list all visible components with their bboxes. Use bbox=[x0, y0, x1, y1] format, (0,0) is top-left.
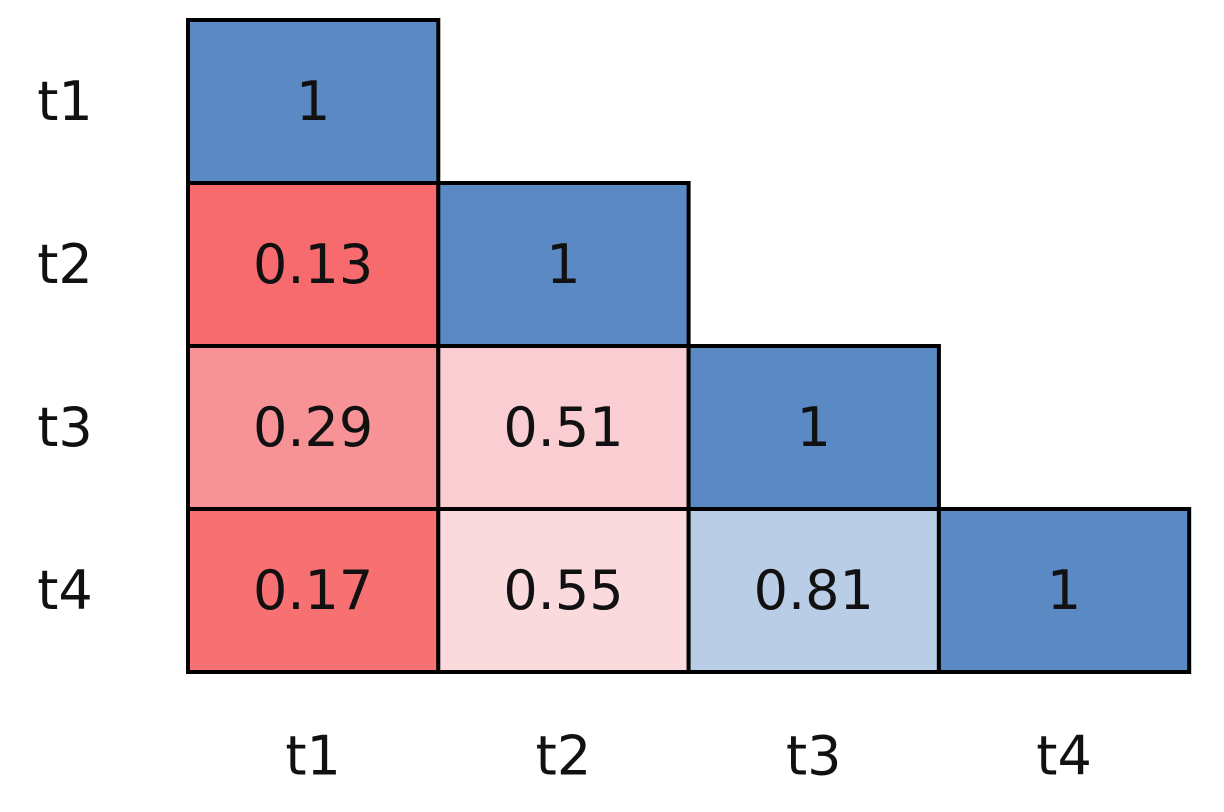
cell-label: 0.55 bbox=[503, 559, 623, 622]
heatmap-cell bbox=[686, 507, 941, 674]
cell-label: 1 bbox=[1047, 559, 1081, 622]
row-label: t2 bbox=[37, 233, 93, 296]
row-label: t4 bbox=[37, 559, 93, 622]
row-label: t1 bbox=[37, 70, 93, 133]
heatmap-cell bbox=[186, 18, 441, 185]
column-label: t1 bbox=[285, 725, 341, 788]
cell-label: 0.13 bbox=[253, 233, 373, 296]
heatmap-cell bbox=[436, 507, 691, 674]
column-label: t4 bbox=[1036, 725, 1092, 788]
heatmap-cell bbox=[186, 507, 441, 674]
cell-label: 1 bbox=[797, 396, 831, 459]
column-label: t3 bbox=[786, 725, 842, 788]
heatmap-cell bbox=[936, 507, 1192, 674]
cell-label: 0.17 bbox=[253, 559, 373, 622]
heatmap-cell bbox=[436, 181, 691, 348]
row-label: t3 bbox=[37, 396, 93, 459]
cell-label: 0.51 bbox=[503, 396, 623, 459]
cell-label: 0.29 bbox=[253, 396, 373, 459]
cell-label: 1 bbox=[296, 70, 330, 133]
heatmap-cell bbox=[186, 181, 441, 348]
heatmap-cell bbox=[686, 344, 941, 511]
cell-label: 1 bbox=[546, 233, 580, 296]
cell-label: 0.81 bbox=[754, 559, 874, 622]
column-label: t2 bbox=[536, 725, 592, 788]
